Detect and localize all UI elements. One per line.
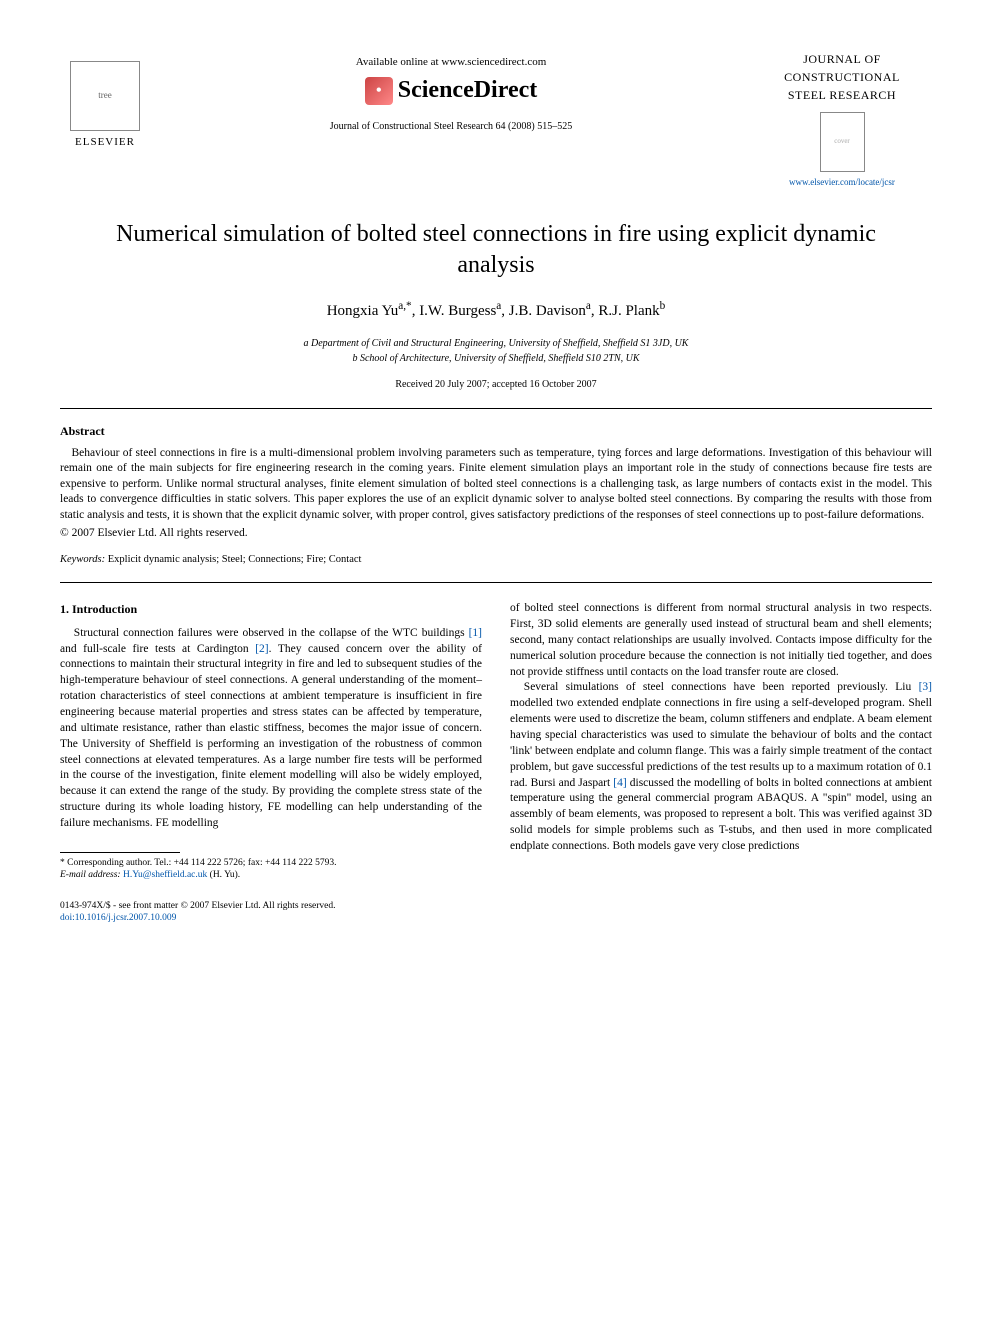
author-1: Hongxia Yu — [327, 303, 399, 319]
rule-bottom — [60, 582, 932, 583]
footnote-email[interactable]: H.Yu@sheffield.ac.uk — [123, 870, 207, 880]
available-online-text: Available online at www.sciencedirect.co… — [150, 55, 752, 70]
author-3: , J.B. Davison — [501, 303, 586, 319]
footnote-email-label: E-mail address: — [60, 870, 123, 880]
authors-line: Hongxia Yua,*, I.W. Burgessa, J.B. Davis… — [60, 299, 932, 322]
article-dates: Received 20 July 2007; accepted 16 Octob… — [60, 378, 932, 392]
col1-para1: Structural connection failures were obse… — [60, 626, 482, 832]
abstract-copyright: © 2007 Elsevier Ltd. All rights reserved… — [60, 525, 932, 541]
journal-box: JOURNAL OF CONSTRUCTIONAL STEEL RESEARCH… — [752, 50, 932, 189]
footnote-email-who: (H. Yu). — [207, 870, 240, 880]
footnote-email-line: E-mail address: H.Yu@sheffield.ac.uk (H.… — [60, 869, 482, 881]
col2-para1: of bolted steel connections is different… — [510, 601, 932, 680]
journal-url[interactable]: www.elsevier.com/locate/jcsr — [752, 176, 932, 189]
footnote-corr: * Corresponding author. Tel.: +44 114 22… — [60, 857, 482, 869]
journal-name-line2: CONSTRUCTIONAL — [784, 70, 900, 84]
rule-top — [60, 408, 932, 409]
author-4-sup: b — [660, 300, 666, 312]
sciencedirect-logo: • ScienceDirect — [150, 74, 752, 108]
journal-name-line1: JOURNAL OF — [803, 52, 881, 66]
col1-p1c: . They caused concern over the ability o… — [60, 643, 482, 829]
affiliation-b: b School of Architecture, University of … — [60, 351, 932, 366]
col2-p2b: modelled two extended endplate connectio… — [510, 697, 932, 788]
column-left: 1. Introduction Structural connection fa… — [60, 601, 482, 881]
affiliations: a Department of Civil and Structural Eng… — [60, 336, 932, 366]
sciencedirect-icon: • — [365, 77, 393, 105]
citation-1[interactable]: [1] — [469, 627, 482, 639]
footnote-rule — [60, 852, 180, 853]
journal-reference: Journal of Constructional Steel Research… — [150, 120, 752, 134]
author-2: , I.W. Burgess — [412, 303, 497, 319]
doi-link[interactable]: doi:10.1016/j.jcsr.2007.10.009 — [60, 912, 932, 924]
keywords-label: Keywords: — [60, 554, 105, 565]
sciencedirect-text: ScienceDirect — [398, 74, 538, 108]
col2-para2: Several simulations of steel connections… — [510, 680, 932, 854]
center-header: Available online at www.sciencedirect.co… — [150, 50, 752, 134]
author-4: , R.J. Plank — [591, 303, 660, 319]
publisher-name: ELSEVIER — [75, 135, 135, 150]
body-columns: 1. Introduction Structural connection fa… — [60, 601, 932, 881]
col2-p2a: Several simulations of steel connections… — [524, 681, 919, 693]
keywords-text: Explicit dynamic analysis; Steel; Connec… — [105, 554, 361, 565]
journal-name: JOURNAL OF CONSTRUCTIONAL STEEL RESEARCH — [752, 50, 932, 104]
author-1-sup: a,* — [398, 300, 411, 312]
publisher-logo-block: tree ELSEVIER — [60, 50, 150, 150]
abstract-heading: Abstract — [60, 423, 932, 440]
page-footer: 0143-974X/$ - see front matter © 2007 El… — [60, 900, 932, 925]
citation-4[interactable]: [4] — [613, 777, 626, 789]
section-1-heading: 1. Introduction — [60, 601, 482, 618]
journal-cover-thumb: cover — [820, 112, 865, 172]
journal-name-line3: STEEL RESEARCH — [788, 88, 896, 102]
citation-3[interactable]: [3] — [919, 681, 932, 693]
page-header: tree ELSEVIER Available online at www.sc… — [60, 50, 932, 189]
footer-line1: 0143-974X/$ - see front matter © 2007 El… — [60, 900, 932, 912]
abstract-body: Behaviour of steel connections in fire i… — [60, 446, 932, 524]
corresponding-footnote: * Corresponding author. Tel.: +44 114 22… — [60, 857, 482, 882]
col1-p1b: and full-scale fire tests at Cardington — [60, 643, 255, 655]
article-title: Numerical simulation of bolted steel con… — [100, 219, 892, 281]
affiliation-a: a Department of Civil and Structural Eng… — [60, 336, 932, 351]
keywords-line: Keywords: Explicit dynamic analysis; Ste… — [60, 553, 932, 568]
col1-p1a: Structural connection failures were obse… — [74, 627, 469, 639]
column-right: of bolted steel connections is different… — [510, 601, 932, 881]
elsevier-tree-icon: tree — [70, 61, 140, 131]
citation-2[interactable]: [2] — [255, 643, 268, 655]
